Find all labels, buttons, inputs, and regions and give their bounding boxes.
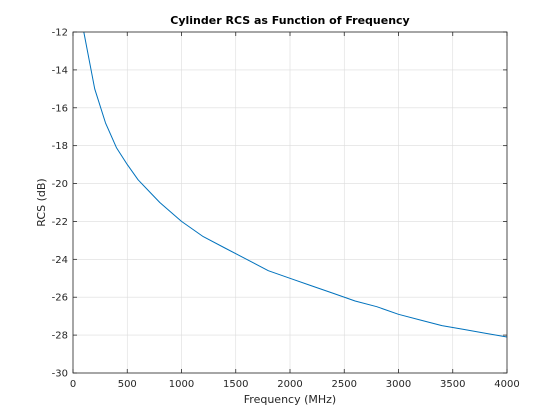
y-tick-label: -28 — [52, 331, 68, 342]
x-axis-label: Frequency (MHz) — [244, 393, 336, 406]
y-tick-label: -18 — [52, 141, 68, 152]
y-tick-label: -14 — [52, 65, 68, 76]
y-tick-label: -22 — [52, 217, 68, 228]
y-tick-label: -30 — [52, 369, 68, 380]
series-layer — [83, 31, 508, 338]
x-tick-label: 2000 — [277, 379, 302, 390]
y-tick-label: -12 — [52, 28, 68, 39]
x-tick-label: 1000 — [169, 379, 194, 390]
x-tick-label: 1500 — [223, 379, 248, 390]
series-line — [83, 31, 508, 338]
x-tick-label: 0 — [70, 379, 76, 390]
x-tick-label: 500 — [118, 379, 137, 390]
chart-title: Cylinder RCS as Function of Frequency — [170, 14, 409, 27]
x-tick-label: 2500 — [332, 379, 357, 390]
y-tick-label: -16 — [52, 103, 68, 114]
y-axis-label: RCS (dB) — [35, 178, 48, 226]
x-tick-label: 3500 — [440, 379, 465, 390]
x-tick-label: 3000 — [386, 379, 411, 390]
y-tick-label: -20 — [52, 179, 68, 190]
y-tick-label: -24 — [52, 255, 68, 266]
y-tick-label: -26 — [52, 293, 68, 304]
ticks: 0 500 1000 1500 2000 2500 3000 3500 4000 -30 -28 -2… — [52, 28, 520, 391]
x-tick-label: 4000 — [494, 379, 519, 390]
